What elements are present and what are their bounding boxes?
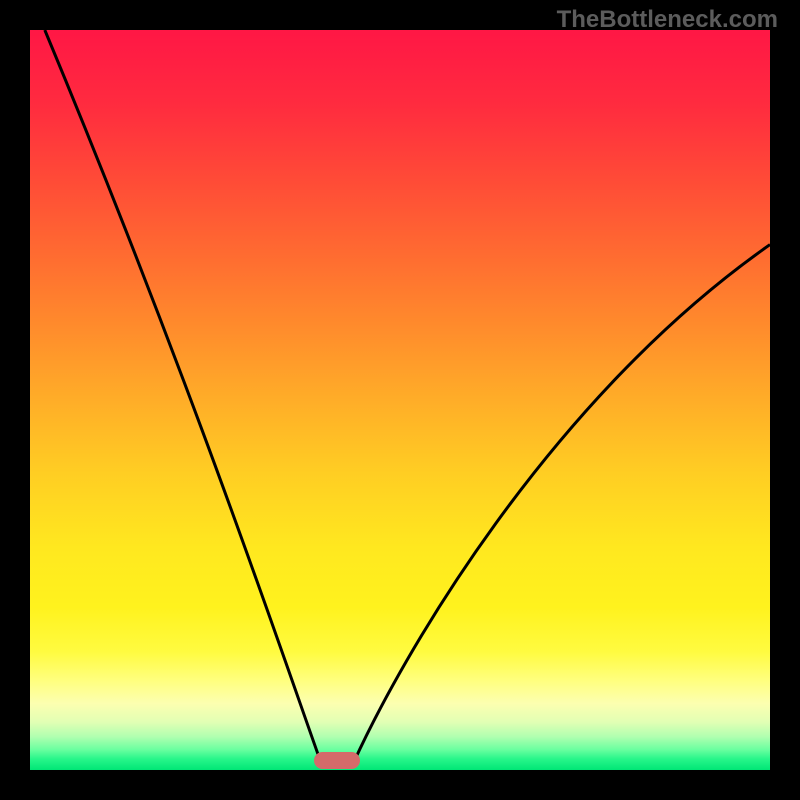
bottleneck-curve — [30, 30, 770, 770]
plot-area — [30, 30, 770, 770]
left-branch-curve — [45, 30, 323, 766]
optimal-marker — [314, 752, 360, 768]
chart-container: TheBottleneck.com — [0, 0, 800, 800]
right-branch-curve — [352, 245, 770, 767]
